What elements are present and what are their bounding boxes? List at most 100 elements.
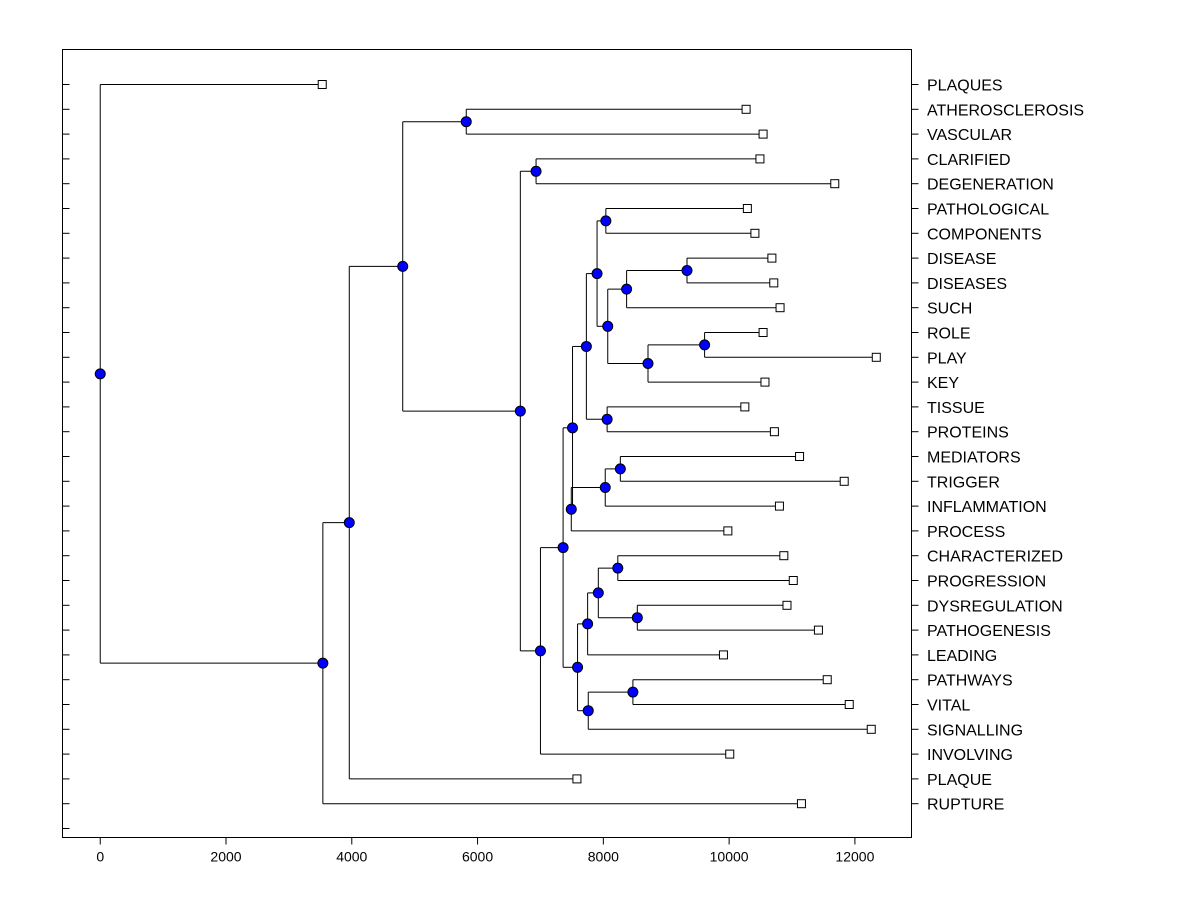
merge-node-m_athero_all: [397, 260, 409, 272]
leaf-label-degeneration: DEGENERATION: [927, 177, 1054, 194]
leaf-label-dysregulation: DYSREGULATION: [927, 598, 1063, 615]
leaf-marker-role: [758, 328, 768, 337]
leaf-marker-progression: [788, 576, 798, 585]
leaf-marker-clarified: [755, 154, 765, 164]
merge-node-m_path_comp: [600, 215, 612, 227]
leaf-marker-involving: [725, 749, 735, 759]
leaf-marker-plaques: [317, 80, 327, 89]
leaf-label-pathways: PATHWAYS: [927, 673, 1013, 690]
leaf-label-components: COMPONENTS: [927, 226, 1042, 243]
leaf-marker-disease: [767, 253, 777, 263]
leaf-label-clarified: CLARIFIED: [927, 152, 1011, 169]
merge-node-m_with_plaque: [343, 517, 355, 529]
leaf-label-leading: LEADING: [927, 648, 997, 665]
leaf-marker-rupture: [796, 799, 806, 809]
x-tick-label-0: 0: [96, 849, 104, 865]
leaf-label-involving: INVOLVING: [927, 747, 1013, 764]
merge-node-m_path_tissue: [580, 340, 592, 352]
merge-node-m_char_leading: [582, 618, 594, 630]
merge-node-m_path_vital: [627, 686, 639, 698]
leaf-label-trigger: TRIGGER: [927, 474, 1000, 491]
leaf-marker-mediators: [795, 452, 805, 461]
leaf-label-key: KEY: [927, 375, 959, 392]
leaf-label-plaques: PLAQUES: [927, 78, 1003, 95]
leaf-label-role: ROLE: [927, 326, 971, 343]
leaf-marker-tissue: [740, 402, 750, 412]
leaf-markers: [317, 80, 881, 809]
merge-node-m_path_dis: [591, 268, 603, 280]
leaf-label-vascular: VASCULAR: [927, 127, 1012, 144]
merge-node-m_tissue_proteins: [601, 413, 613, 425]
merge-node-m_dis_such: [621, 283, 633, 295]
leaf-label-proteins: PROTEINS: [927, 425, 1009, 442]
leaf-marker-signalling: [866, 724, 876, 734]
dendrogram-edges: [99, 84, 877, 805]
leaf-label-process: PROCESS: [927, 524, 1005, 541]
leaf-marker-dysregulation: [782, 600, 792, 610]
merge-node-m_lower_core: [572, 661, 584, 673]
leaf-label-such: SUCH: [927, 301, 972, 318]
merge-node-m_dys_patho: [631, 612, 643, 624]
merge-nodes: [94, 116, 711, 717]
leaf-label-vital: VITAL: [927, 698, 970, 715]
x-tick-label-2000: 2000: [210, 849, 241, 865]
x-axis-ticks: 0 2000 4000 6000 8000 10000 12000: [96, 837, 875, 865]
leaf-marker-atherosclerosis: [741, 104, 751, 114]
leaf-label-plaque: PLAQUE: [927, 772, 992, 789]
leaf-label-progression: PROGRESSION: [927, 574, 1046, 591]
merge-node-m_pv_signal: [582, 705, 594, 717]
leaf-marker-diseases: [769, 278, 779, 288]
leaf-marker-proteins: [769, 427, 779, 437]
merge-node-m_disease_diseases: [681, 265, 693, 276]
leaf-label-pathological: PATHOLOGICAL: [927, 202, 1049, 219]
leaf-marker-play: [871, 352, 881, 362]
merge-node-m_with_rupture: [317, 657, 329, 669]
leaf-label-pathogenesis: PATHOGENESIS: [927, 623, 1051, 640]
leaf-marker-pathways: [822, 675, 832, 685]
leaf-label-disease: DISEASE: [927, 251, 996, 268]
merge-node-m_clar_core: [514, 405, 526, 417]
merge-node-m_core_involving: [534, 645, 546, 657]
left-tick-marks: [62, 84, 919, 829]
x-tick-label-4000: 4000: [336, 849, 367, 865]
leaf-marker-plaque: [572, 774, 582, 784]
leaf-marker-vascular: [758, 129, 768, 139]
x-tick-label-12000: 12000: [835, 849, 874, 865]
merge-node-m_medtrig_infl: [599, 482, 611, 493]
leaf-label-inflammation: INFLAMMATION: [927, 499, 1047, 516]
leaf-label-characterized: CHARACTERIZED: [927, 549, 1063, 566]
leaf-marker-pathogenesis: [813, 625, 823, 635]
leaf-label-mediators: MEDIATORS: [927, 450, 1021, 467]
merge-node-m_core: [557, 542, 569, 554]
leaf-marker-key: [760, 377, 770, 387]
x-tick-label-6000: 6000: [462, 849, 493, 865]
merge-node-m_dis_key: [602, 320, 614, 332]
leaf-label-signalling: SIGNALLING: [927, 722, 1023, 739]
leaf-marker-pathological: [742, 204, 752, 213]
leaf-label-atherosclerosis: ATHEROSCLEROSIS: [927, 102, 1084, 119]
leaf-marker-inflammation: [774, 501, 784, 511]
merge-node-m_char_prog: [612, 562, 624, 574]
leaf-marker-such: [775, 303, 785, 313]
merge-node-m_roleplay_key: [642, 358, 654, 369]
leaf-labels: PLAQUES ATHEROSCLEROSIS VASCULAR CLARIFIED D…: [927, 78, 1084, 814]
merge-node-m_infl_process: [565, 503, 577, 515]
leaf-label-tissue: TISSUE: [927, 400, 985, 417]
leaf-marker-process: [723, 526, 733, 536]
leaf-label-diseases: DISEASES: [927, 276, 1007, 293]
leaf-marker-degeneration: [830, 179, 840, 189]
merge-node-m_athero_vasc: [460, 116, 472, 128]
x-tick-label-8000: 8000: [588, 849, 619, 865]
leaf-marker-vital: [844, 700, 854, 709]
leaf-marker-components: [750, 228, 760, 238]
merge-node-m_char_dys: [592, 587, 604, 599]
x-tick-label-10000: 10000: [710, 849, 749, 865]
plot-frame: [62, 49, 912, 838]
leaf-label-rupture: RUPTURE: [927, 797, 1004, 814]
merge-node-m_clar_degen: [530, 165, 542, 177]
leaf-label-play: PLAY: [927, 350, 967, 367]
leaf-marker-leading: [718, 650, 728, 660]
merge-node-m_role_play: [699, 339, 711, 351]
merge-node-m_med_trig: [614, 463, 626, 475]
